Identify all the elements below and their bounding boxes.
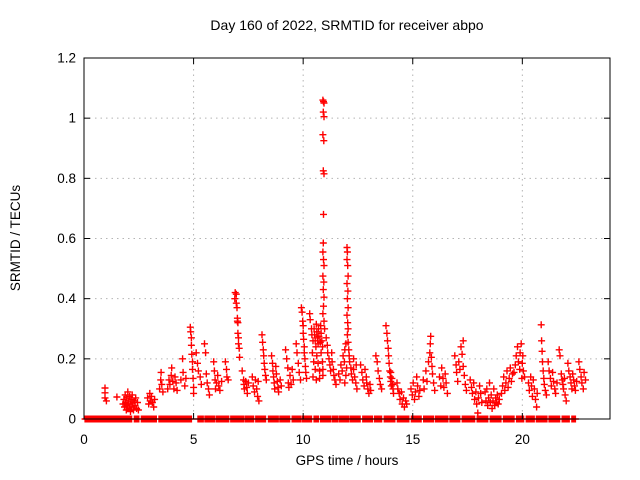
data-markers <box>81 96 589 423</box>
x-tick-label: 0 <box>80 432 88 447</box>
tick-labels: 0 5 10 15 20 0 0.2 0.4 0.6 0.8 1 1.2 <box>57 51 530 448</box>
scatter-plus-markers <box>81 96 589 423</box>
chart-title: Day 160 of 2022, SRMTID for receiver abp… <box>210 17 483 33</box>
y-tick-label: 0 <box>68 412 76 427</box>
x-tick-label: 10 <box>296 432 311 447</box>
y-tick-label: 1 <box>68 111 76 126</box>
y-tick-label: 0.2 <box>57 351 76 366</box>
x-axis-label: GPS time / hours <box>296 453 399 468</box>
y-tick-label: 0.8 <box>57 171 76 186</box>
x-tick-label: 5 <box>190 432 198 447</box>
x-tick-label: 15 <box>405 432 420 447</box>
y-tick-label: 1.2 <box>57 51 76 66</box>
y-axis-label: SRMTID / TECUs <box>8 185 23 292</box>
axes <box>83 57 611 420</box>
y-tick-label: 0.6 <box>57 231 76 246</box>
x-tick-label: 20 <box>515 432 530 447</box>
y-tick-label: 0.4 <box>57 291 76 306</box>
